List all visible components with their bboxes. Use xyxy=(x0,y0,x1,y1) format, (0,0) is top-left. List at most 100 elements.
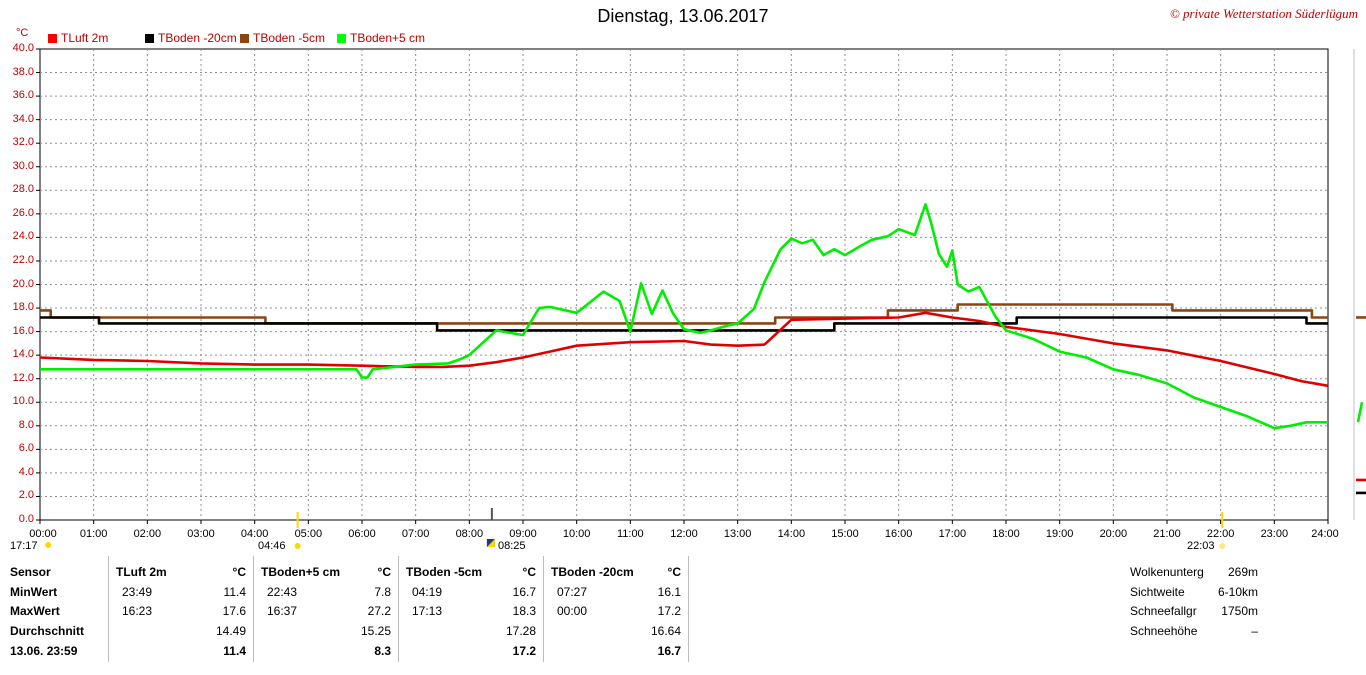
table-header-sensor: Sensor xyxy=(10,565,51,579)
end-marker-tboden-plus5 xyxy=(1356,401,1364,423)
info-row: Schneehöhe – xyxy=(1130,624,1258,644)
y-tick-label: 34.0 xyxy=(12,112,34,125)
y-tick-label: 12.0 xyxy=(12,371,34,384)
column-title: TBoden+5 cm xyxy=(261,565,341,579)
series-line-tboden-5cm xyxy=(40,303,1328,325)
x-tick-label: 16:00 xyxy=(884,528,913,540)
max-time: 17:13 xyxy=(412,604,443,618)
copyright-text: © private Wetterstation Süderlügum xyxy=(1169,6,1358,21)
y-tick-label: 0.0 xyxy=(18,513,34,525)
moon-icon-fill xyxy=(486,539,495,547)
max-value: 27.2 xyxy=(367,604,391,618)
info-label: Sichtweite xyxy=(1130,584,1185,599)
column-title: TLuft 2m xyxy=(116,565,167,579)
y-tick-label: 4.0 xyxy=(18,465,34,478)
moon-time: 08:25 xyxy=(498,540,526,552)
avg-value: 17.28 xyxy=(505,624,536,638)
row-label-min: MinWert xyxy=(10,585,58,599)
max-value: 18.3 xyxy=(512,604,536,618)
x-tick-label: 24:00 xyxy=(1311,528,1339,540)
info-row: Sichtweite 6-10km xyxy=(1130,585,1258,605)
min-value: 16.7 xyxy=(512,585,536,599)
row-label-avg: Durchschnitt xyxy=(10,624,85,638)
table-separator xyxy=(108,556,109,662)
x-tick-label: 19:00 xyxy=(1045,528,1074,540)
y-tick-label: 20.0 xyxy=(12,277,34,290)
x-tick-label: 22:00 xyxy=(1206,528,1235,540)
x-tick-label: 12:00 xyxy=(670,528,698,540)
current-value: 17.2 xyxy=(512,644,536,658)
y-tick-label: 30.0 xyxy=(12,159,34,172)
legend-item-tboden-20: TBoden -20cm xyxy=(145,31,237,45)
x-tick-label: 10:00 xyxy=(562,528,591,540)
x-tick-label: 20:00 xyxy=(1099,528,1128,540)
x-tick-label: 02:00 xyxy=(133,528,162,540)
max-time: 00:00 xyxy=(557,604,588,618)
info-value: 269m xyxy=(1227,565,1258,579)
min-time: 23:49 xyxy=(122,585,153,599)
sunrise-time: 04:46 xyxy=(258,540,286,552)
y-tick-label: 2.0 xyxy=(18,489,34,502)
y-tick-label: 32.0 xyxy=(12,136,34,149)
x-tick-label: 06:00 xyxy=(348,528,376,540)
y-tick-label: 10.0 xyxy=(12,395,34,408)
legend-label-tboden-20: TBoden -20cm xyxy=(158,31,237,45)
sun-marker-left-dot xyxy=(45,542,52,548)
table-column-tluft: TLuft 2m °C 23:49 11.4 16:23 17.6 14.49 … xyxy=(116,565,246,675)
y-tick-label: 28.0 xyxy=(12,183,34,196)
legend-swatch-tluft xyxy=(48,34,57,43)
info-label: Schneefallgr xyxy=(1130,604,1197,618)
x-tick-label: 14:00 xyxy=(777,528,806,540)
chart-title: Dienstag, 13.06.2017 xyxy=(597,6,769,26)
x-tick-label: 23:00 xyxy=(1260,528,1289,540)
station-info: Wolkenunterg 269m Sichtweite 6-10km Schnee… xyxy=(1130,565,1258,643)
avg-value: 15.25 xyxy=(360,624,391,638)
column-title: TBoden -5cm xyxy=(406,565,483,579)
table-separator xyxy=(398,556,399,662)
y-tick-label: 38.0 xyxy=(12,65,34,78)
column-unit: °C xyxy=(377,565,391,579)
series-line-tboden-20cm xyxy=(40,316,1328,332)
min-value: 16.1 xyxy=(657,585,681,599)
y-tick-label: 18.0 xyxy=(12,301,34,314)
legend-label-tboden-5: TBoden -5cm xyxy=(253,31,326,45)
x-tick-label: 00:00 xyxy=(29,528,57,540)
legend-swatch-tboden-5 xyxy=(240,34,249,43)
x-tick-label: 04:00 xyxy=(240,528,269,540)
max-time: 16:37 xyxy=(267,604,298,618)
column-unit: °C xyxy=(667,565,681,579)
legend-swatch-tboden-20 xyxy=(145,34,154,43)
sunrise-dot xyxy=(294,543,301,549)
info-row: Wolkenunterg 269m xyxy=(1130,565,1258,585)
series-line-tboden-5-cm xyxy=(40,203,1328,430)
avg-value: 16.64 xyxy=(650,624,681,638)
legend-label-tluft: TLuft 2m xyxy=(61,31,109,45)
column-unit: °C xyxy=(522,565,536,579)
x-tick-label: 17:00 xyxy=(938,528,967,540)
x-tick-label: 18:00 xyxy=(992,528,1020,540)
table-column-tboden-20: TBoden -20cm °C 07:27 16.1 00:00 17.2 16… xyxy=(551,565,681,675)
y-tick-label: 14.0 xyxy=(12,348,34,361)
x-tick-label: 13:00 xyxy=(723,528,752,540)
info-row: Schneefallgr 1750m xyxy=(1130,604,1258,624)
table-separator xyxy=(543,556,544,662)
table-column-tboden-plus5: TBoden+5 cm °C 22:43 7.8 16:37 27.2 15.2… xyxy=(261,565,391,675)
max-time: 16:23 xyxy=(122,604,153,618)
legend-item-tluft: TLuft 2m xyxy=(48,31,108,45)
column-title: TBoden -20cm xyxy=(551,565,634,579)
sun-marker-left-time: 17:17 xyxy=(10,540,38,552)
y-tick-label: 22.0 xyxy=(12,253,34,266)
avg-value: 14.49 xyxy=(215,624,246,638)
row-label-current: 13.06. 23:59 xyxy=(10,644,78,658)
current-value: 8.3 xyxy=(374,644,391,658)
y-tick-label: 24.0 xyxy=(12,230,34,243)
x-tick-label: 01:00 xyxy=(79,528,108,540)
max-value: 17.2 xyxy=(657,604,681,618)
info-label: Wolkenunterg xyxy=(1130,565,1204,579)
x-tick-label: 11:00 xyxy=(616,528,644,540)
table-separator xyxy=(688,556,689,662)
x-tick-label: 09:00 xyxy=(509,528,537,540)
current-value: 11.4 xyxy=(223,644,246,658)
max-value: 17.6 xyxy=(222,604,246,618)
column-unit: °C xyxy=(232,565,246,579)
